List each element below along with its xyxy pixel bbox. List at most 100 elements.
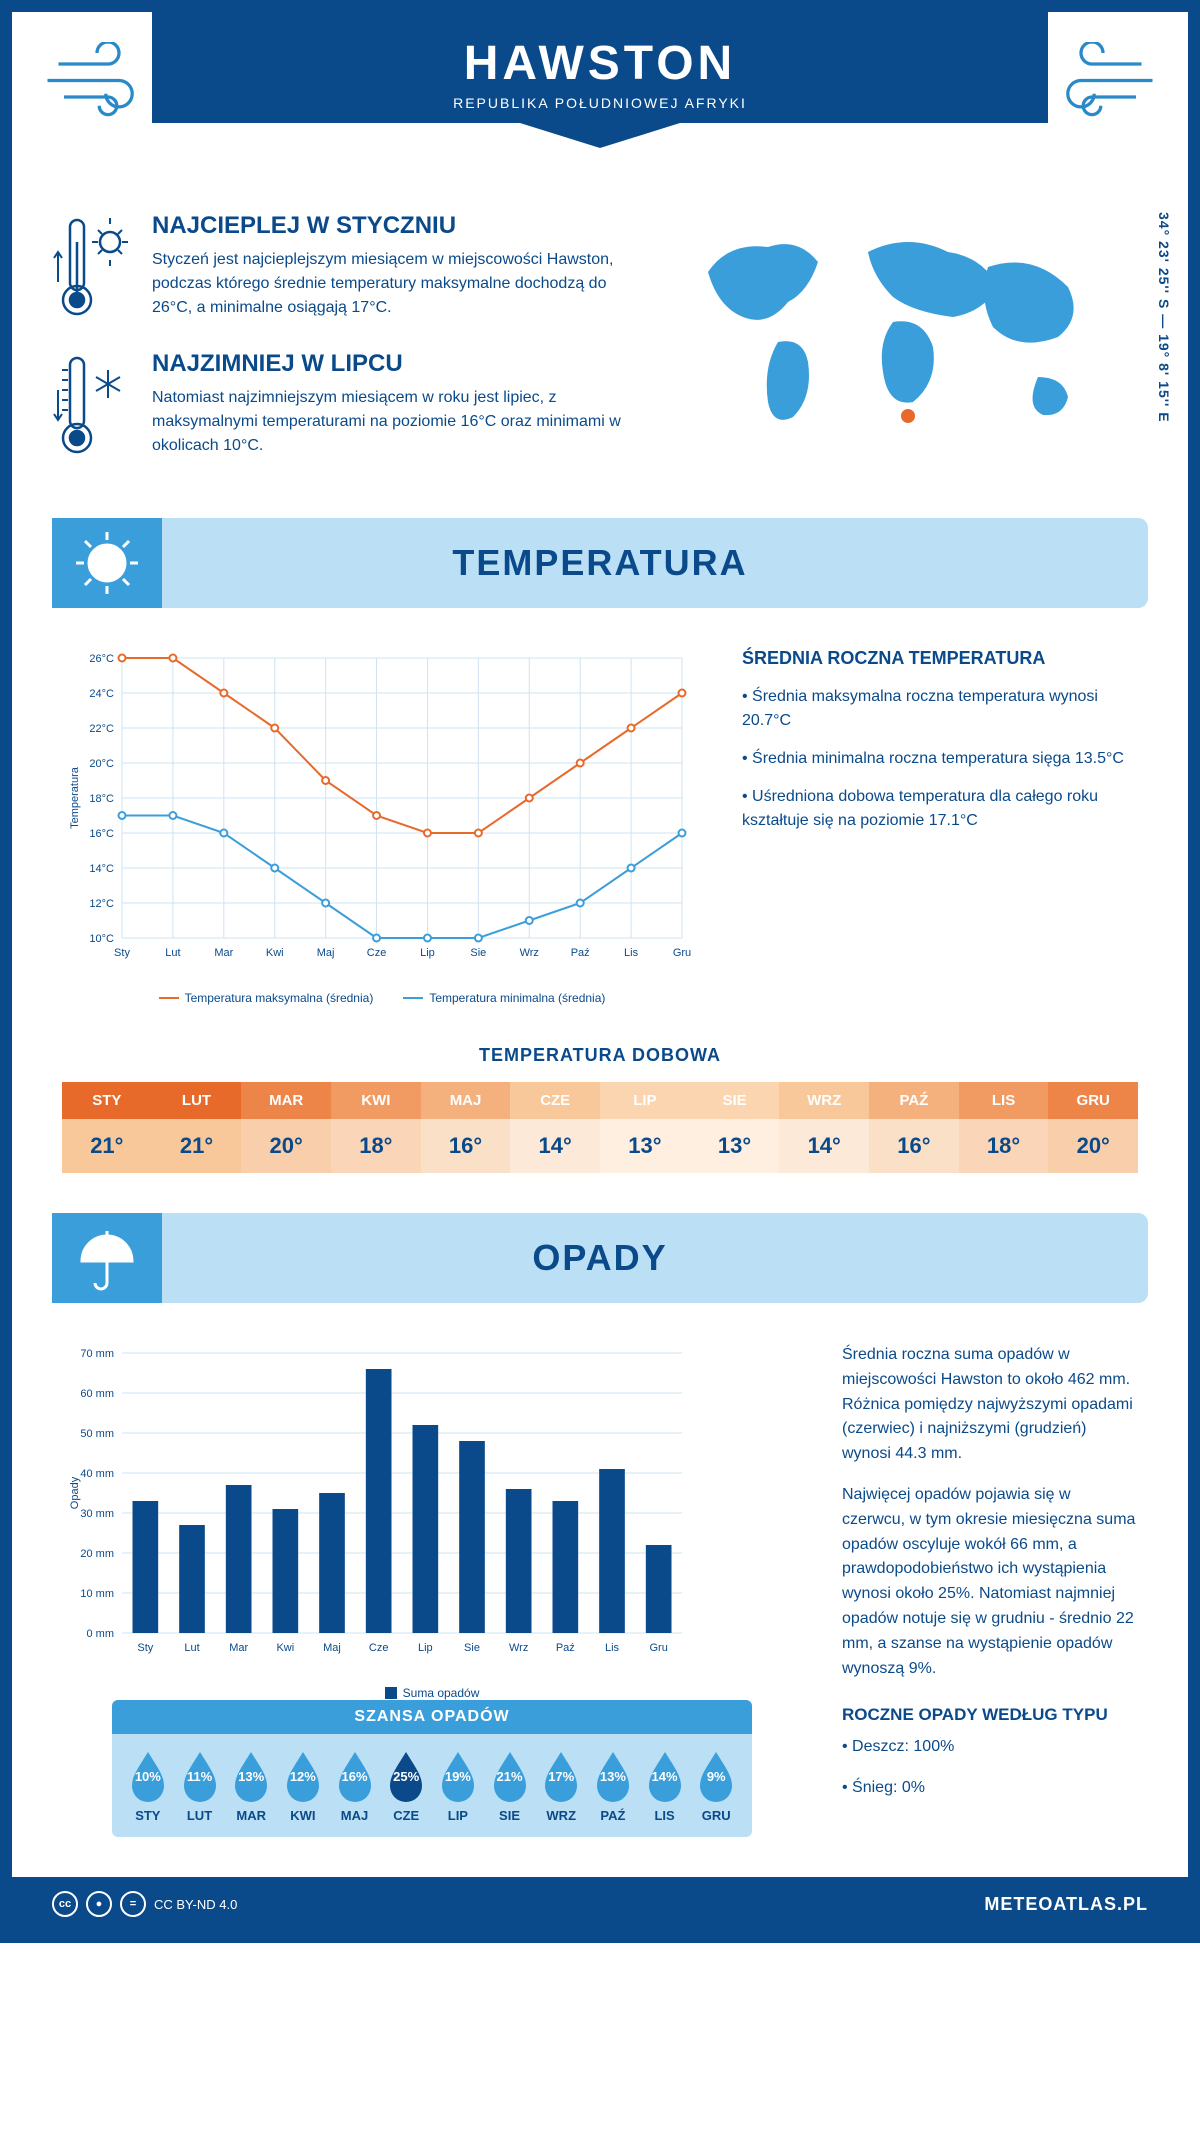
legend-min-label: Temperatura minimalna (średnia) — [429, 991, 605, 1005]
precipitation-header: OPADY — [52, 1213, 1148, 1303]
chance-cell: 16%MAJ — [329, 1748, 381, 1823]
svg-text:Maj: Maj — [317, 947, 335, 959]
rain-chance-title: SZANSA OPADÓW — [112, 1700, 752, 1734]
wind-icon — [1048, 42, 1158, 122]
svg-text:14°C: 14°C — [89, 863, 114, 875]
annual-temp-li3: • Uśredniona dobowa temperatura dla całe… — [742, 785, 1138, 833]
daily-cell: MAR20° — [241, 1082, 331, 1173]
chance-cell: 10%STY — [122, 1748, 174, 1823]
svg-text:40 mm: 40 mm — [80, 1468, 114, 1480]
svg-text:Kwi: Kwi — [266, 947, 284, 959]
svg-text:70 mm: 70 mm — [80, 1348, 114, 1360]
svg-text:Opady: Opady — [69, 1476, 81, 1509]
site-name: METEOATLAS.PL — [984, 1894, 1148, 1915]
temperature-header: TEMPERATURA — [52, 518, 1148, 608]
svg-text:10°C: 10°C — [89, 933, 114, 945]
precip-para-2: Najwięcej opadów pojawia się w czerwcu, … — [842, 1483, 1138, 1681]
daily-cell: LIP13° — [600, 1082, 690, 1173]
svg-text:Lut: Lut — [184, 1642, 199, 1654]
svg-text:Sty: Sty — [114, 947, 130, 959]
precipitation-bar-chart: 0 mm 10 mm 20 mm 30 mm 40 mm 50 mm 60 mm 70 mm S… — [62, 1333, 702, 1673]
svg-text:30 mm: 30 mm — [80, 1508, 114, 1520]
warmest-title: NAJCIEPLEJ W STYCZNIU — [152, 212, 628, 240]
temperature-line-chart: 10°C 12°C 14°C 16°C 18°C 20°C 22°C 24°C 26°C Sty L… — [62, 638, 702, 1005]
rain-chance-panel: SZANSA OPADÓW 10%STY11%LUT13%MAR12%KWI16… — [112, 1700, 752, 1837]
chance-cell: 13%PAŹ — [587, 1748, 639, 1823]
chance-cell: 12%KWI — [277, 1748, 329, 1823]
thermometer-sun-icon — [52, 212, 132, 322]
svg-text:20°C: 20°C — [89, 758, 114, 770]
svg-text:60 mm: 60 mm — [80, 1388, 114, 1400]
svg-text:Lip: Lip — [420, 947, 435, 959]
wind-icon — [42, 42, 152, 122]
coldest-block: NAJZIMNIEJ W LIPCU Natomiast najzimniejs… — [52, 350, 628, 460]
precipitation-title: OPADY — [532, 1237, 667, 1279]
precip-para-1: Średnia roczna suma opadów w miejscowośc… — [842, 1343, 1138, 1467]
footer: cc ● = CC BY-ND 4.0 METEOATLAS.PL — [12, 1877, 1188, 1931]
chance-cell: 25%CZE — [380, 1748, 432, 1823]
chance-cell: 17%WRZ — [535, 1748, 587, 1823]
chance-cell: 21%SIE — [484, 1748, 536, 1823]
bar-legend-label: Suma opadów — [403, 1686, 480, 1700]
svg-text:Temperatura: Temperatura — [69, 766, 81, 829]
chance-cell: 9%GRU — [690, 1748, 742, 1823]
svg-text:20 mm: 20 mm — [80, 1548, 114, 1560]
svg-text:Kwi: Kwi — [276, 1642, 294, 1654]
svg-text:Lut: Lut — [165, 947, 180, 959]
svg-text:Wrz: Wrz — [509, 1642, 528, 1654]
precip-type-title: ROCZNE OPADY WEDŁUG TYPU — [842, 1705, 1138, 1725]
annual-temp-li2: • Średnia minimalna roczna temperatura s… — [742, 747, 1138, 771]
svg-text:Paź: Paź — [556, 1642, 575, 1654]
svg-text:10 mm: 10 mm — [80, 1588, 114, 1600]
coldest-text: Natomiast najzimniejszym miesiącem w rok… — [152, 386, 628, 458]
thermometer-snow-icon — [52, 350, 132, 460]
svg-text:Wrz: Wrz — [520, 947, 539, 959]
chance-cell: 13%MAR — [225, 1748, 277, 1823]
header: HAWSTON REPUBLIKA POŁUDNIOWEJ AFRYKI — [12, 12, 1188, 192]
svg-text:26°C: 26°C — [89, 653, 114, 665]
svg-text:24°C: 24°C — [89, 688, 114, 700]
chance-cell: 19%LIP — [432, 1748, 484, 1823]
precip-type-rain: • Deszcz: 100% — [842, 1735, 1138, 1760]
svg-text:50 mm: 50 mm — [80, 1428, 114, 1440]
svg-text:Maj: Maj — [323, 1642, 341, 1654]
coldest-title: NAJZIMNIEJ W LIPCU — [152, 350, 628, 378]
intro-section: NAJCIEPLEJ W STYCZNIU Styczeń jest najci… — [12, 192, 1188, 518]
license-label: CC BY-ND 4.0 — [154, 1897, 237, 1912]
svg-text:Paź: Paź — [571, 947, 590, 959]
svg-text:12°C: 12°C — [89, 898, 114, 910]
nd-icon: = — [120, 1891, 146, 1917]
chance-cell: 11%LUT — [174, 1748, 226, 1823]
annual-temp-title: ŚREDNIA ROCZNA TEMPERATURA — [742, 648, 1138, 669]
svg-text:Gru: Gru — [649, 1642, 667, 1654]
svg-text:Sty: Sty — [137, 1642, 153, 1654]
warmest-block: NAJCIEPLEJ W STYCZNIU Styczeń jest najci… — [52, 212, 628, 322]
svg-text:Lis: Lis — [624, 947, 639, 959]
daily-temp-title: TEMPERATURA DOBOWA — [12, 1045, 1188, 1066]
svg-text:22°C: 22°C — [89, 723, 114, 735]
legend-max-label: Temperatura maksymalna (średnia) — [185, 991, 374, 1005]
svg-text:18°C: 18°C — [89, 793, 114, 805]
daily-cell: MAJ16° — [421, 1082, 511, 1173]
location-title: HAWSTON — [152, 36, 1048, 91]
location-subtitle: REPUBLIKA POŁUDNIOWEJ AFRYKI — [152, 95, 1048, 111]
warmest-text: Styczeń jest najcieplejszym miesiącem w … — [152, 248, 628, 320]
svg-text:16°C: 16°C — [89, 828, 114, 840]
umbrella-icon — [52, 1213, 162, 1303]
daily-cell: KWI18° — [331, 1082, 421, 1173]
coordinates-label: 34° 23' 25'' S — 19° 8' 15'' E — [1156, 212, 1172, 423]
daily-cell: SIE13° — [690, 1082, 780, 1173]
daily-cell: LIS18° — [959, 1082, 1049, 1173]
svg-text:Cze: Cze — [369, 1642, 389, 1654]
cc-icon: cc — [52, 1891, 78, 1917]
annual-temp-li1: • Średnia maksymalna roczna temperatura … — [742, 685, 1138, 733]
svg-text:0 mm: 0 mm — [87, 1628, 115, 1640]
daily-cell: LUT21° — [152, 1082, 242, 1173]
by-icon: ● — [86, 1891, 112, 1917]
svg-text:Mar: Mar — [229, 1642, 248, 1654]
chart-legend: Temperatura maksymalna (średnia) Tempera… — [62, 991, 702, 1005]
temperature-title: TEMPERATURA — [452, 542, 747, 584]
svg-text:Gru: Gru — [673, 947, 691, 959]
sun-icon — [52, 518, 162, 608]
daily-cell: WRZ14° — [779, 1082, 869, 1173]
